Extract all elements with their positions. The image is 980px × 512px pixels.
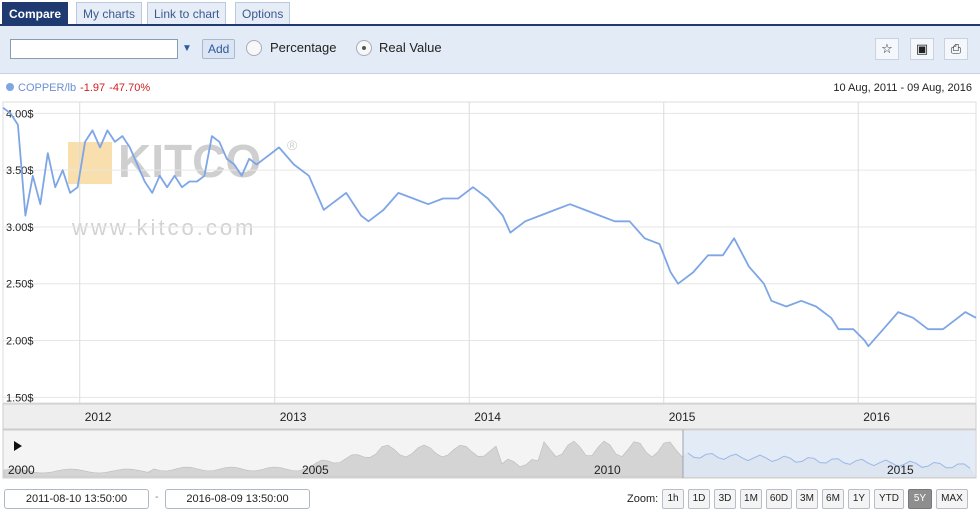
copper-price-chart[interactable]: KITCO ® www.kitco.com 1.50$ 2.00$ 2.50$ 3.0… [0,100,980,485]
range-navigator[interactable]: 2000 2005 2010 2015 [2,429,977,479]
x-axis-strip [2,403,977,430]
x-tick-label: 2012 [85,410,112,424]
zoom-button-1h[interactable]: 1h [662,489,684,509]
date-separator: - [155,491,159,503]
zoom-button-60d[interactable]: 60D [766,489,792,509]
zoom-label: Zoom: [627,493,659,505]
series-symbol: COPPER/lb [18,82,77,94]
series-color-dot [6,83,14,91]
play-icon[interactable] [14,441,22,451]
zoom-button-max[interactable]: MAX [936,489,968,509]
zoom-button-1y[interactable]: 1Y [848,489,870,509]
series-line-copper [2,106,977,348]
plot-frame [2,101,977,404]
tab-options[interactable]: Options [235,2,291,24]
zoom-button-1m[interactable]: 1M [740,489,762,509]
real-value-radio-label: Real Value [379,40,442,55]
series-change: -1.97 [80,82,106,94]
from-date-input[interactable]: 2011-08-10 13:50:00 [4,489,149,509]
x-tick-label: 2015 [669,410,696,424]
navigator-labels: 2000 2005 2010 2015 [8,463,914,477]
series-legend: COPPER/lb -1.97 -47.70% [6,82,150,94]
watermark-url: www.kitco.com [71,215,256,240]
y-tick-label: 2.00$ [6,336,34,348]
series-change-pct: -47.70% [109,82,151,94]
y-tick-label: 3.50$ [6,165,34,177]
watermark-reg: ® [287,137,298,153]
tab-my-charts[interactable]: My charts [76,2,143,24]
navigator-selection[interactable] [683,431,975,477]
tab-bar: Compare My charts Link to chart Options [0,0,980,26]
percentage-radio-label: Percentage [270,40,337,55]
y-tick-label: 1.50$ [6,392,34,404]
star-icon[interactable]: ☆ [875,38,899,60]
zoom-button-3m[interactable]: 3M [796,489,818,509]
x-tick-label: 2014 [474,410,501,424]
kitco-logo-icon [68,142,112,184]
zoom-button-1d[interactable]: 1D [688,489,710,509]
x-axis: 2012 2013 2014 2015 2016 [85,410,891,424]
tab-compare[interactable]: Compare [2,2,69,24]
navigator-year-label: 2015 [887,463,914,477]
zoom-button-ytd[interactable]: YTD [874,489,904,509]
zoom-button-6m[interactable]: 6M [822,489,844,509]
navigator-year-label: 2005 [302,463,329,477]
tab-link-to-chart[interactable]: Link to chart [147,2,227,24]
y-axis: 1.50$2.00$2.50$3.00$3.50$4.00$ [6,108,34,404]
compare-toolbar: ▼ Add Percentage Real Value ☆ ▣ ⎙ [0,26,980,74]
print-icon[interactable]: ⎙ [944,38,968,60]
date-range-label: 10 Aug, 2011 - 09 Aug, 2016 [833,82,972,94]
navigator-selected-line [687,452,971,469]
real-value-radio[interactable] [356,40,372,56]
chevron-down-icon[interactable]: ▼ [182,43,192,54]
watermark-brand: KITCO [118,135,261,187]
x-tick-label: 2013 [280,410,307,424]
zoom-button-5y[interactable]: 5Y [908,489,932,509]
series-line-layer [2,106,977,348]
navigator-year-label: 2000 [8,463,35,477]
navigator-year-label: 2010 [594,463,621,477]
kitco-watermark: KITCO ® www.kitco.com [68,135,298,240]
y-tick-label: 3.00$ [6,222,34,234]
add-button[interactable]: Add [202,39,236,59]
save-icon[interactable]: ▣ [910,38,934,60]
zoom-button-3d[interactable]: 3D [714,489,736,509]
y-tick-label: 2.50$ [6,279,34,291]
x-tick-label: 2016 [863,410,890,424]
chart-grid [2,101,977,429]
symbol-combo-input[interactable] [10,39,178,59]
to-date-input[interactable]: 2016-08-09 13:50:00 [165,489,310,509]
percentage-radio[interactable] [246,40,262,56]
